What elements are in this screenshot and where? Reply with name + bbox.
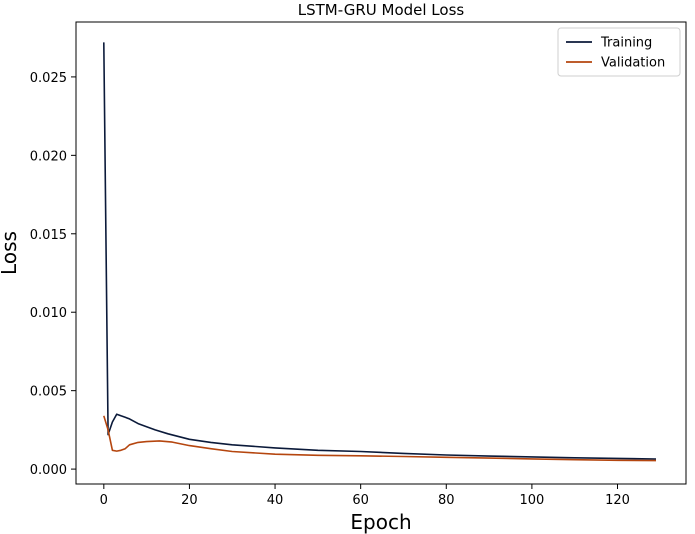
y-axis-label: Loss [0, 231, 21, 275]
series-line-training [103, 42, 657, 460]
x-axis: 0 20 40 60 80 100 120 [100, 484, 630, 508]
legend-box [557, 27, 681, 77]
legend-label: Training [600, 36, 652, 51]
y-tick-label: 0.025 [30, 71, 67, 86]
series-line-validation [103, 415, 657, 462]
x-tick-label: 80 [438, 493, 455, 508]
x-tick-label: 120 [605, 493, 630, 508]
plot-area [75, 21, 687, 485]
legend-label: Validation [601, 56, 665, 71]
y-tick-label: 0.015 [30, 228, 67, 243]
y-tick-label: 0.000 [30, 463, 67, 478]
x-axis-label: Epoch [350, 510, 411, 534]
x-tick-label: 100 [519, 493, 544, 508]
chart-title: LSTM-GRU Model Loss [298, 1, 465, 19]
legend: Training Validation [557, 27, 681, 77]
y-tick-label: 0.010 [30, 306, 67, 321]
x-tick-label: 40 [267, 493, 284, 508]
y-axis: 0.000 0.005 0.010 0.015 0.020 0.025 [30, 71, 76, 478]
x-tick-label: 60 [352, 493, 369, 508]
y-tick-label: 0.005 [30, 385, 67, 400]
x-tick-label: 0 [100, 493, 108, 508]
y-tick-label: 0.020 [30, 149, 67, 164]
series-lines [103, 42, 657, 462]
x-tick-label: 20 [181, 493, 198, 508]
